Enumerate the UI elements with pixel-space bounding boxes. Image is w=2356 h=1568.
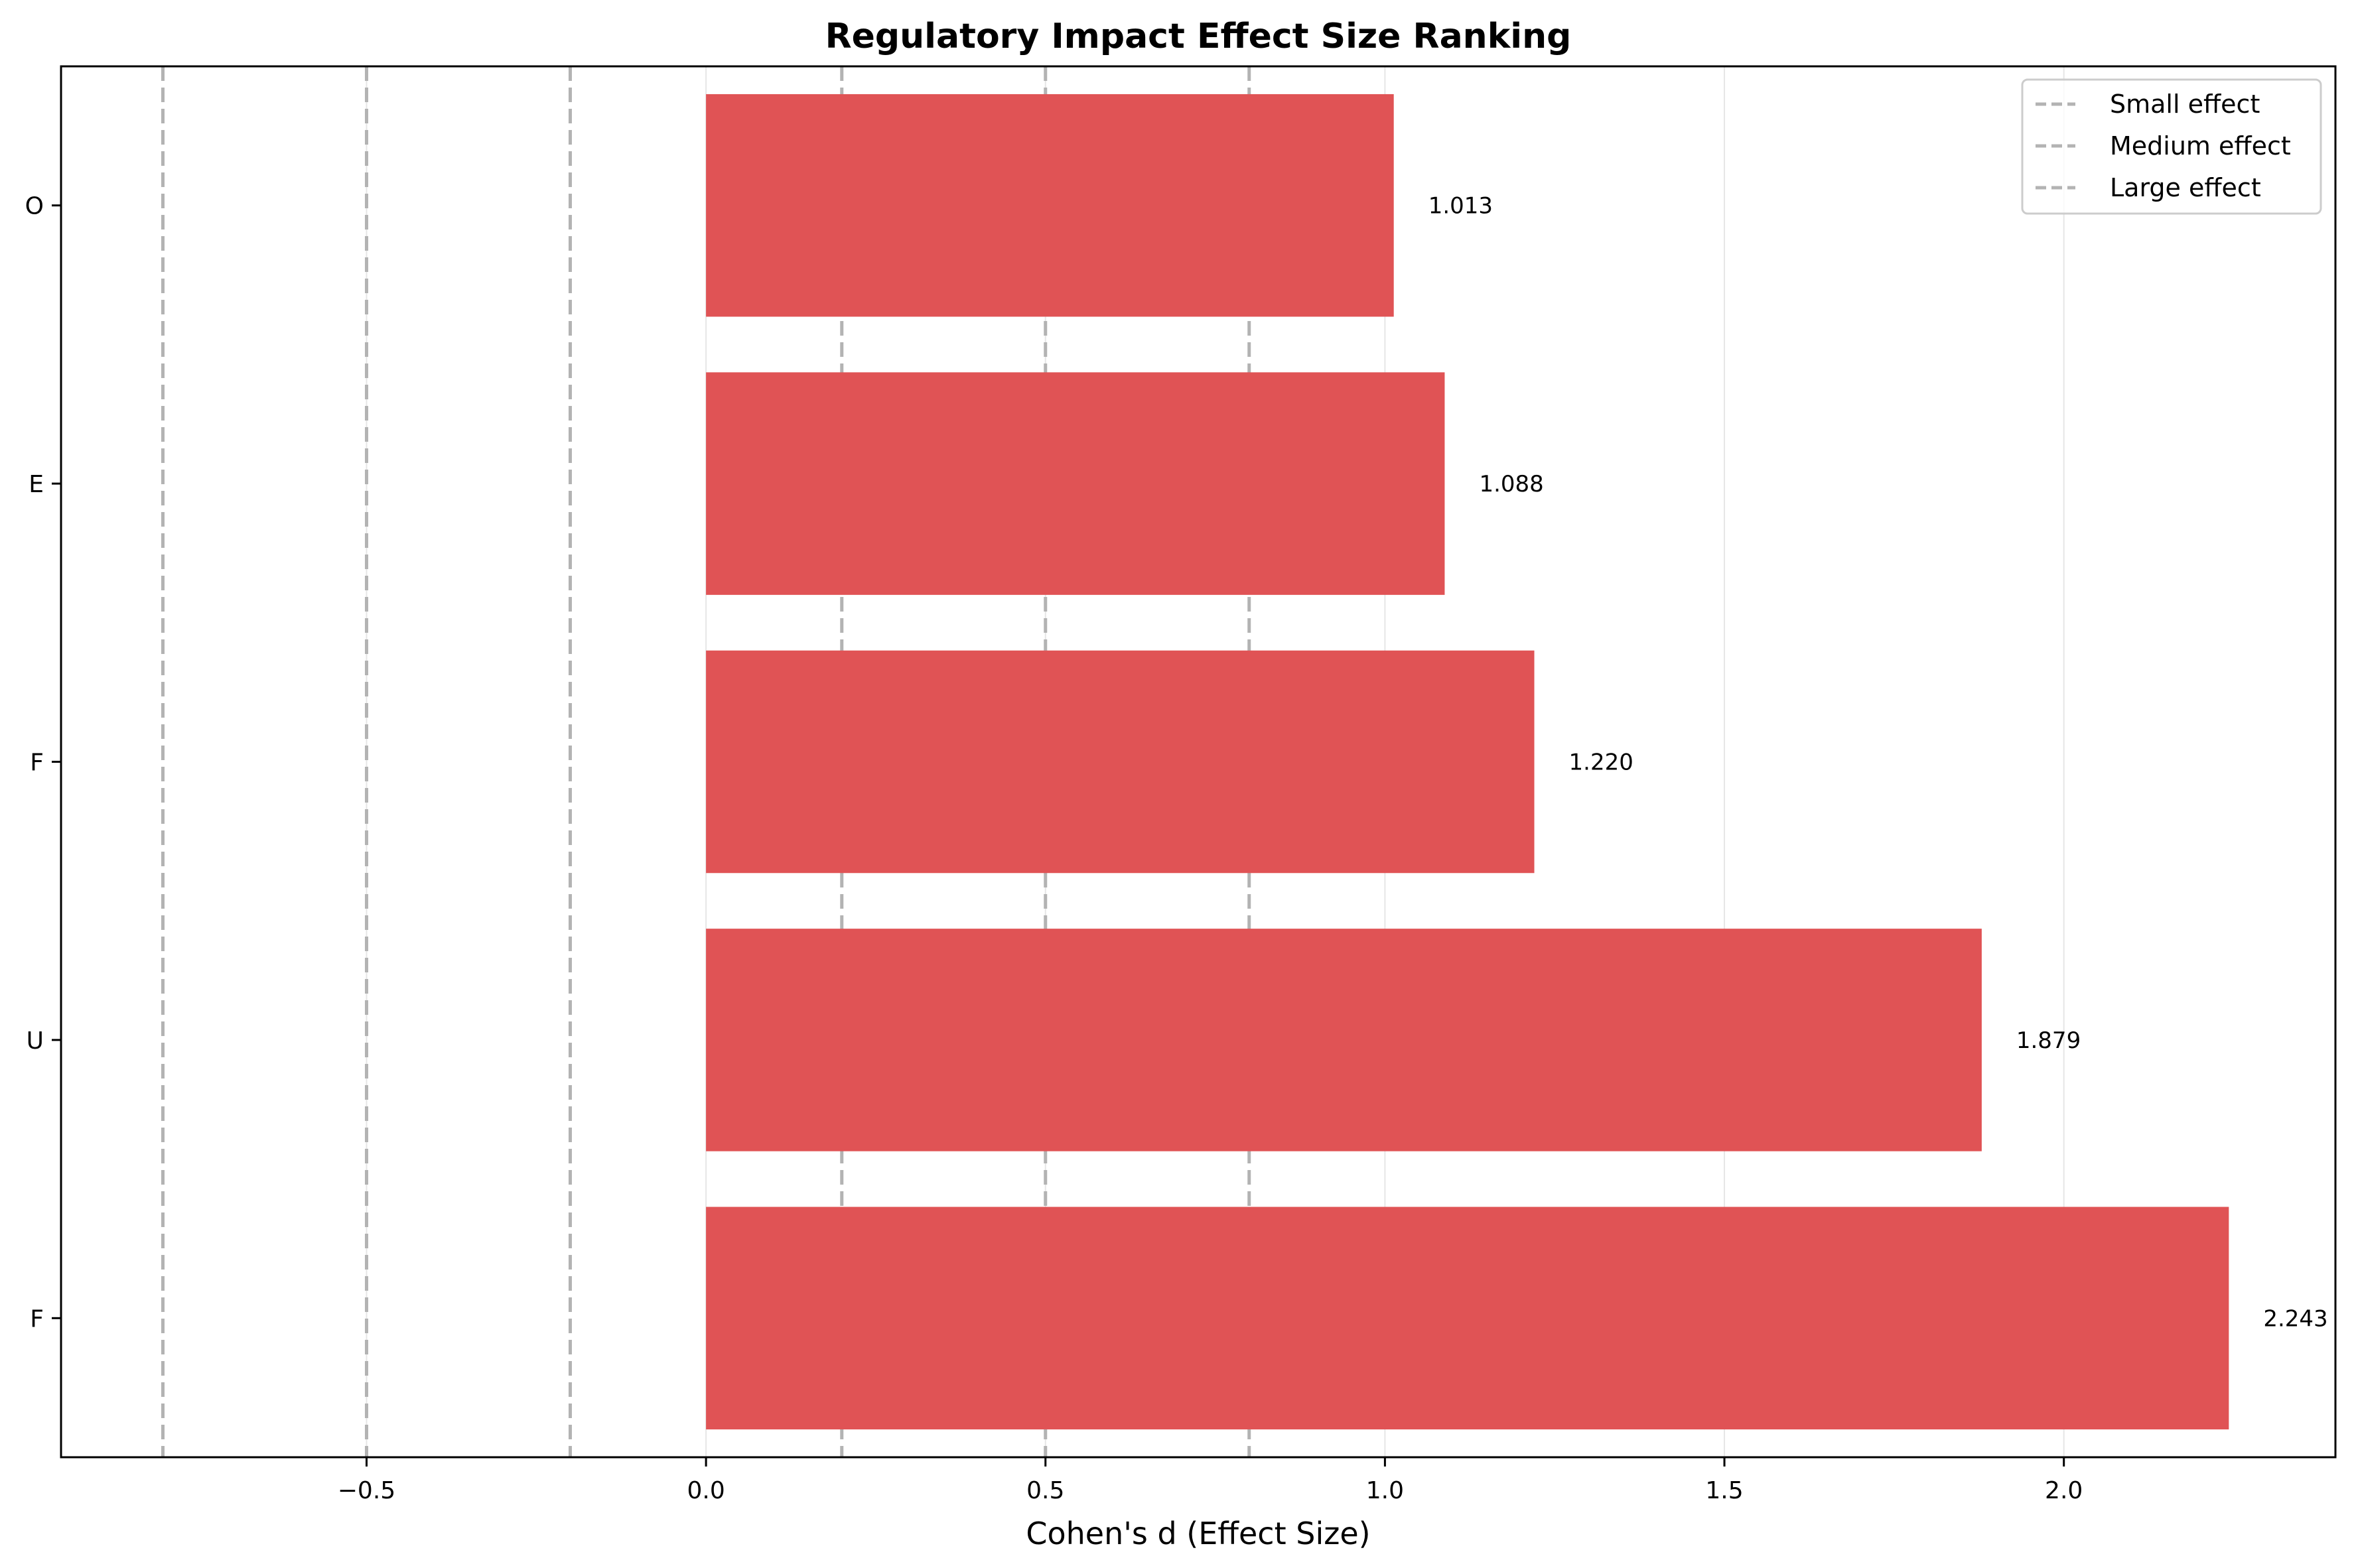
bar-o-1 [706, 94, 1394, 317]
legend-large-effect-label: Large effect [2110, 173, 2261, 202]
bar-u-4 [706, 929, 1982, 1151]
x-tick-label: 1.5 [1705, 1477, 1743, 1504]
bar-f-5 [706, 1207, 2229, 1430]
chart-title: Regulatory Impact Effect Size Ranking [825, 17, 1572, 56]
legend: Small effect Medium effect Large effect [2021, 78, 2322, 215]
legend-medium-effect-label: Medium effect [2110, 131, 2291, 161]
bar-f-3 [706, 650, 1535, 874]
x-tick-label: 1.0 [1366, 1477, 1404, 1504]
x-tick-label: 0.5 [1026, 1477, 1064, 1504]
bar-value-label: 1.220 [1569, 750, 1633, 776]
bar-value-label: 1.879 [2016, 1027, 2081, 1054]
bar-value-label: 1.013 [1428, 193, 1493, 220]
y-axis-ticks: O E F U F [25, 193, 61, 1333]
bars-layer [706, 94, 2229, 1430]
x-tick-label: −0.5 [338, 1477, 395, 1504]
legend-box [2021, 78, 2322, 215]
bar-value-label: 1.088 [1479, 471, 1543, 497]
y-tick-label: U [27, 1027, 44, 1055]
y-tick-label: O [25, 193, 44, 220]
y-tick-label: E [29, 471, 44, 498]
bar-e-2 [706, 372, 1445, 595]
bar-value-label: 2.243 [2263, 1305, 2327, 1332]
x-tick-label: 2.0 [2045, 1477, 2083, 1504]
x-tick-label: 0.0 [687, 1477, 725, 1504]
y-tick-label: F [30, 750, 44, 777]
x-axis-ticks: −0.5 0.0 0.5 1.0 1.5 2.0 [338, 1457, 2083, 1504]
legend-small-effect-label: Small effect [2110, 90, 2260, 119]
value-labels-layer: 1.013 1.088 1.220 1.879 2.243 [1428, 193, 2328, 1333]
y-tick-label: F [30, 1305, 44, 1333]
x-axis-label: Cohen's d (Effect Size) [1026, 1516, 1370, 1551]
